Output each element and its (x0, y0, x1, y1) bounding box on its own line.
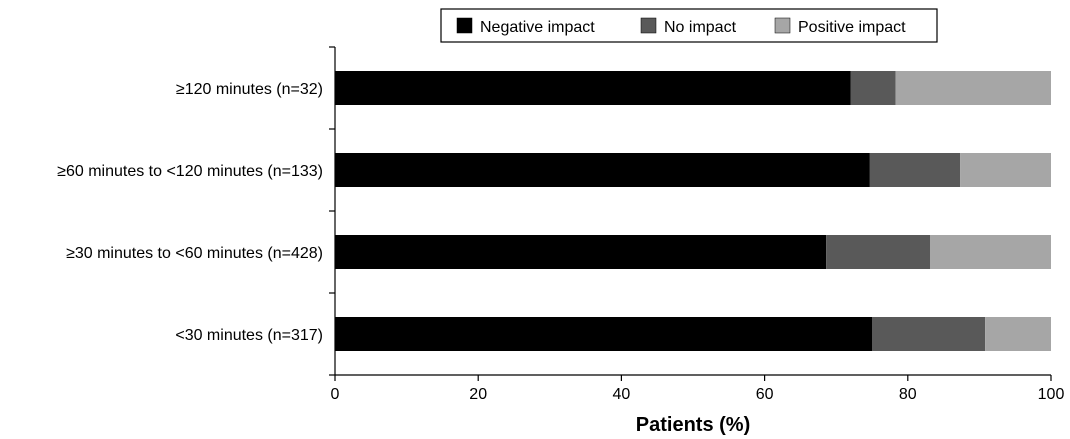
x-axis-title: Patients (%) (636, 414, 750, 436)
bar-segment-no-impact (826, 235, 930, 269)
labels: ≥120 minutes (n=32) ≥60 minutes to <120 m… (57, 81, 323, 344)
bar-segment-positive (985, 317, 1051, 351)
legend-label-positive: Positive impact (798, 19, 906, 36)
legend-label-negative: Negative impact (480, 19, 595, 36)
category-label: <30 minutes (n=317) (175, 327, 323, 344)
bar-segment-positive (929, 235, 1051, 269)
x-tick-label: 40 (613, 386, 631, 403)
bar-segment-negative (335, 71, 851, 105)
bar-segment-no-impact (850, 71, 896, 105)
bar-segment-positive (960, 153, 1051, 187)
bar-segment-negative (335, 153, 870, 187)
legend-label-no-impact: No impact (664, 19, 737, 36)
bars (335, 71, 1051, 351)
bar-segment-negative (335, 317, 872, 351)
legend-swatch-negative (456, 17, 473, 34)
category-label: ≥120 minutes (n=32) (176, 81, 323, 98)
bar-segment-positive (895, 71, 1051, 105)
x-tick-label: 0 (331, 386, 340, 403)
category-label: ≥60 minutes to <120 minutes (n=133) (57, 163, 323, 180)
legend-box (440, 8, 938, 43)
legend: Negative impact No impact Positive impac… (440, 8, 938, 43)
bar-segment-no-impact (872, 317, 986, 351)
x-tick-label: 80 (899, 386, 917, 403)
legend-swatch-no-impact (640, 17, 657, 34)
x-tick-label: 100 (1038, 386, 1065, 403)
legend-swatch-positive (774, 17, 791, 34)
x-tick-label: 60 (756, 386, 774, 403)
x-tick-label: 20 (469, 386, 487, 403)
bar-segment-negative (335, 235, 827, 269)
category-label: ≥30 minutes to <60 minutes (n=428) (66, 245, 323, 262)
bar-segment-no-impact (869, 153, 961, 187)
